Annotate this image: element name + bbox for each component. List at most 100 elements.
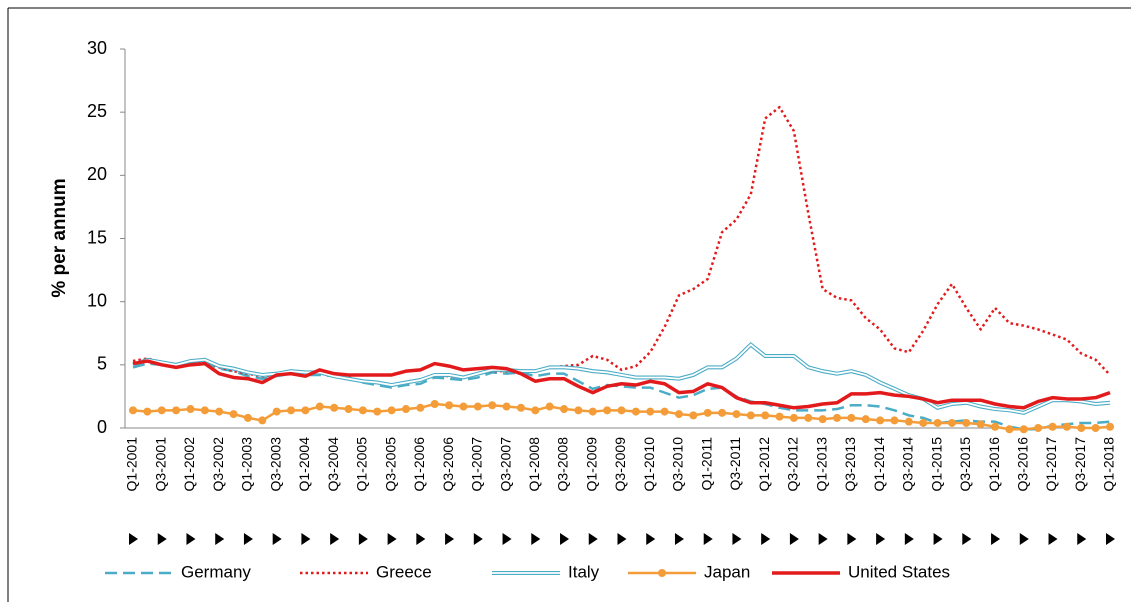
x-tick-label: Q3-2006 [440,437,456,492]
x-tick-label: Q1-2014 [871,437,887,492]
series-point [157,406,166,415]
x-tick-label: Q1-2005 [354,437,370,492]
series-point [1062,422,1071,431]
x-tick-label: Q3-2013 [842,437,858,492]
x-label-marker [272,533,282,545]
series-point [258,416,267,425]
x-label-marker [991,533,1001,545]
series-point [459,402,468,411]
x-tick-label: Q1-2008 [526,437,542,492]
x-label-marker [473,533,483,545]
series-point [746,411,755,420]
series-point [200,406,209,415]
legend-label: United States [848,562,950,581]
legend-label: Japan [704,562,750,581]
x-tick-label: Q1-2013 [813,437,829,492]
series-point [430,399,439,408]
x-tick-label: Q3-2015 [957,437,973,492]
series-point [617,406,626,415]
x-tick-label: Q3-2017 [1072,437,1088,492]
x-label-marker [1077,533,1087,545]
x-label-marker [904,533,914,545]
series-point [962,418,971,427]
series-line [132,359,1111,410]
x-label-marker [1106,533,1115,545]
series-point [660,407,669,416]
x-tick-label: Q3-2010 [670,437,686,492]
series-point [516,403,525,412]
series-point [588,407,597,416]
x-label-marker [588,533,598,545]
x-tick-label: Q1-2003 [239,437,255,492]
x-tick-label: Q1-2004 [296,437,312,492]
series-point [229,410,238,419]
x-tick-label: Q1-2002 [181,437,197,492]
x-label-marker [617,533,627,545]
series-point [129,406,137,415]
x-label-marker [789,533,799,545]
series-point [818,415,827,424]
series-point [545,402,554,411]
series-point [847,413,856,422]
series-point [646,407,655,416]
series-point [1005,425,1014,434]
x-tick-label: Q3-2003 [267,437,283,492]
series-point [488,401,497,410]
series-point [272,407,281,416]
x-label-marker [243,533,253,545]
series-point [574,406,583,415]
series-point [861,415,870,424]
x-label-marker [301,533,311,545]
legend-label: Germany [181,562,251,581]
x-label-marker [818,533,828,545]
series-point [890,416,899,425]
series-point [315,402,324,411]
x-tick-label: Q1-2017 [1043,437,1059,492]
x-label-marker [962,533,972,545]
series-point [1034,424,1043,432]
x-label-marker [157,533,167,545]
series-point [933,418,942,427]
x-tick-label: Q3-2004 [325,437,341,492]
x-label-marker [502,533,512,545]
series-point [1106,422,1114,431]
x-tick-label: Q3-2014 [900,437,916,492]
x-tick-label: Q3-2011 [727,437,743,491]
x-tick-label: Q1-2016 [986,437,1002,492]
legend-label: Italy [568,562,600,581]
series-point [1091,424,1100,432]
series-point [703,408,712,417]
x-label-marker [445,533,455,545]
series-point [603,406,612,415]
x-label-marker [933,533,943,545]
series-point [502,402,511,411]
x-tick-label: Q1-2015 [928,437,944,492]
x-tick-label: Q1-2018 [1101,437,1117,492]
series-point [416,403,425,412]
series-point [401,405,410,414]
x-label-marker [1019,533,1029,545]
series-point [631,407,640,416]
series-point [301,406,310,415]
x-label-marker [186,533,196,545]
series-point [991,422,1000,431]
series-point [833,413,842,422]
series-point [172,406,181,415]
series-point [330,403,339,412]
series-point [732,410,741,419]
x-label-marker [732,533,742,545]
series-point [761,411,770,420]
series-point [1077,424,1086,432]
y-tick-label: 30 [87,38,107,58]
legend-marker [658,569,666,577]
x-label-marker [358,533,368,545]
y-tick-label: 15 [87,227,107,247]
series-point [560,405,569,414]
series-point [344,405,353,414]
series-point [1048,422,1057,431]
y-tick-label: 5 [97,354,107,374]
series-point [243,413,252,422]
series-point [373,407,382,416]
series-point [904,417,913,426]
